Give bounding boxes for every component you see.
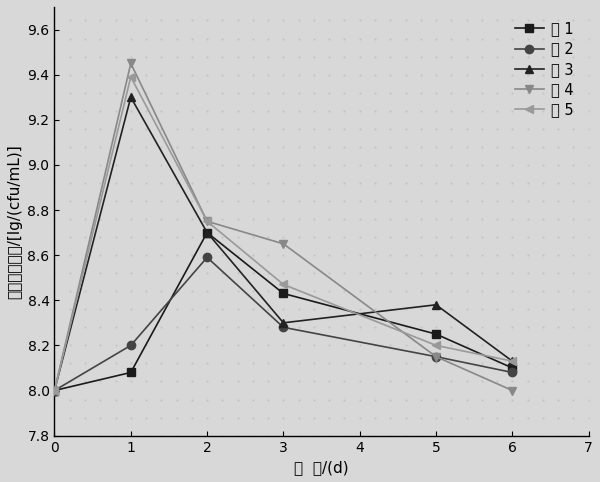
组 2 <box>203 254 211 260</box>
组 4 <box>51 388 58 393</box>
Line: 组 2: 组 2 <box>50 253 517 395</box>
组 1 <box>127 370 134 375</box>
组 1 <box>280 291 287 296</box>
组 1 <box>433 331 440 337</box>
Legend: 组 1, 组 2, 组 3, 组 4, 组 5: 组 1, 组 2, 组 3, 组 4, 组 5 <box>508 14 581 124</box>
组 1 <box>51 388 58 393</box>
Line: 组 1: 组 1 <box>50 228 517 395</box>
X-axis label: 时  间/(d): 时 间/(d) <box>294 460 349 475</box>
Line: 组 4: 组 4 <box>50 59 517 395</box>
组 4 <box>127 60 134 66</box>
组 1 <box>203 230 211 236</box>
组 5 <box>433 343 440 348</box>
组 2 <box>509 370 516 375</box>
Line: 组 5: 组 5 <box>50 73 517 395</box>
组 5 <box>280 281 287 287</box>
组 1 <box>509 365 516 371</box>
组 3 <box>51 388 58 393</box>
组 5 <box>509 358 516 364</box>
组 4 <box>509 388 516 393</box>
组 5 <box>127 74 134 80</box>
组 2 <box>433 354 440 360</box>
组 3 <box>127 94 134 100</box>
组 3 <box>509 358 516 364</box>
Line: 组 3: 组 3 <box>50 93 517 395</box>
组 2 <box>280 324 287 330</box>
组 2 <box>127 343 134 348</box>
组 3 <box>433 302 440 308</box>
组 4 <box>433 354 440 360</box>
组 4 <box>203 218 211 224</box>
组 3 <box>280 320 287 326</box>
组 3 <box>203 230 211 236</box>
组 5 <box>51 388 58 393</box>
Y-axis label: 乳酸菌对数值/[lg/(cfu/mL)]: 乳酸菌对数值/[lg/(cfu/mL)] <box>7 144 22 299</box>
组 5 <box>203 218 211 224</box>
组 2 <box>51 388 58 393</box>
组 4 <box>280 241 287 247</box>
